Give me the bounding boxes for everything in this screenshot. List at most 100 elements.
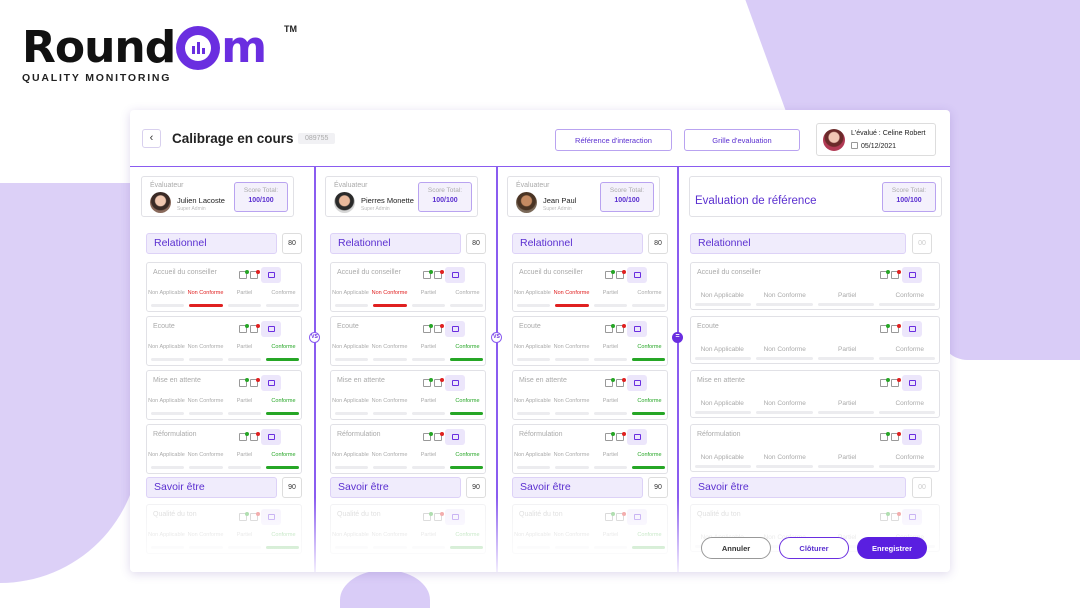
rating-option[interactable]: Conforme (455, 532, 480, 539)
rating-option[interactable]: Partiel (420, 532, 437, 539)
rating-option[interactable]: Partiel (236, 290, 253, 297)
rating-option[interactable]: Conforme (637, 344, 662, 351)
thumbs-up-icon[interactable] (423, 324, 433, 333)
thumbs-up-icon[interactable] (239, 270, 249, 279)
rating-option[interactable]: Conforme (455, 344, 480, 351)
thumbs-down-icon[interactable] (616, 324, 626, 333)
thumbs-up-icon[interactable] (880, 324, 890, 333)
rating-option[interactable]: Partiel (602, 452, 619, 459)
thumbs-up-icon[interactable] (423, 512, 433, 521)
thumbs-up-icon[interactable] (605, 512, 615, 521)
save-button[interactable]: Enregistrer (857, 537, 927, 559)
close-button[interactable]: Clôturer (779, 537, 849, 559)
rating-option[interactable]: Non Conforme (553, 532, 590, 539)
rating-option[interactable]: Conforme (271, 398, 296, 405)
rating-option[interactable]: Non Applicable (148, 532, 185, 539)
thumbs-down-icon[interactable] (250, 378, 260, 387)
rating-option[interactable]: Non Conforme (763, 453, 806, 461)
comment-icon[interactable] (627, 429, 647, 445)
rating-option[interactable]: Conforme (895, 345, 925, 353)
rating-option[interactable]: Non Applicable (148, 290, 185, 297)
thumbs-down-icon[interactable] (891, 378, 901, 387)
rating-option[interactable]: Non Conforme (371, 398, 408, 405)
comment-icon[interactable] (261, 509, 281, 525)
rating-option[interactable]: Non Conforme (371, 532, 408, 539)
rating-option[interactable]: Conforme (895, 291, 925, 299)
rating-option[interactable]: Non Applicable (148, 344, 185, 351)
rating-option[interactable]: Non Conforme (553, 398, 590, 405)
rating-option[interactable]: Non Conforme (187, 290, 224, 297)
rating-option[interactable]: Partiel (236, 398, 253, 405)
evaluation-grid-button[interactable]: Grille d'evaluation (684, 129, 800, 151)
thumbs-down-icon[interactable] (891, 324, 901, 333)
thumbs-up-icon[interactable] (423, 432, 433, 441)
rating-option[interactable]: Non Applicable (700, 345, 744, 353)
reference-interaction-button[interactable]: Référence d'interaction (555, 129, 672, 151)
rating-option[interactable]: Conforme (271, 532, 296, 539)
rating-option[interactable]: Conforme (271, 452, 296, 459)
rating-option[interactable]: Non Applicable (700, 399, 744, 407)
thumbs-up-icon[interactable] (423, 270, 433, 279)
rating-option[interactable]: Non Applicable (514, 452, 551, 459)
thumbs-down-icon[interactable] (250, 270, 260, 279)
rating-option[interactable]: Partiel (236, 532, 253, 539)
thumbs-down-icon[interactable] (891, 512, 901, 521)
thumbs-down-icon[interactable] (434, 270, 444, 279)
comment-icon[interactable] (902, 429, 922, 445)
rating-option[interactable]: Non Conforme (187, 344, 224, 351)
rating-option[interactable]: Non Applicable (332, 398, 369, 405)
rating-option[interactable]: Non Conforme (371, 290, 408, 297)
thumbs-down-icon[interactable] (891, 270, 901, 279)
rating-option[interactable]: Non Conforme (187, 452, 224, 459)
rating-option[interactable]: Non Applicable (332, 452, 369, 459)
comment-icon[interactable] (261, 267, 281, 283)
rating-option[interactable]: Partiel (420, 344, 437, 351)
rating-option[interactable]: Conforme (895, 399, 925, 407)
rating-option[interactable]: Non Applicable (514, 398, 551, 405)
rating-option[interactable]: Partiel (420, 452, 437, 459)
rating-option[interactable]: Conforme (271, 344, 296, 351)
rating-option[interactable]: Partiel (236, 452, 253, 459)
comment-icon[interactable] (627, 375, 647, 391)
rating-option[interactable]: Non Applicable (148, 398, 185, 405)
thumbs-up-icon[interactable] (239, 378, 249, 387)
rating-option[interactable]: Non Conforme (763, 345, 806, 353)
thumbs-down-icon[interactable] (891, 432, 901, 441)
thumbs-down-icon[interactable] (250, 324, 260, 333)
rating-option[interactable]: Conforme (637, 398, 662, 405)
thumbs-up-icon[interactable] (239, 432, 249, 441)
rating-option[interactable]: Non Applicable (332, 532, 369, 539)
rating-option[interactable]: Non Conforme (553, 344, 590, 351)
thumbs-down-icon[interactable] (616, 270, 626, 279)
rating-option[interactable]: Partiel (838, 399, 857, 407)
cancel-button[interactable]: Annuler (701, 537, 771, 559)
rating-option[interactable]: Partiel (602, 398, 619, 405)
rating-option[interactable]: Non Applicable (514, 344, 551, 351)
rating-option[interactable]: Conforme (455, 398, 480, 405)
thumbs-up-icon[interactable] (605, 432, 615, 441)
rating-option[interactable]: Non Applicable (332, 344, 369, 351)
rating-option[interactable]: Conforme (895, 453, 925, 461)
rating-option[interactable]: Non Applicable (700, 453, 744, 461)
rating-option[interactable]: Partiel (838, 345, 857, 353)
rating-option[interactable]: Partiel (602, 344, 619, 351)
thumbs-up-icon[interactable] (605, 324, 615, 333)
thumbs-down-icon[interactable] (434, 324, 444, 333)
rating-option[interactable]: Conforme (455, 452, 480, 459)
rating-option[interactable]: Non Conforme (187, 532, 224, 539)
rating-option[interactable]: Partiel (838, 291, 857, 299)
rating-option[interactable]: Non Applicable (148, 452, 185, 459)
rating-option[interactable]: Partiel (420, 290, 437, 297)
comment-icon[interactable] (445, 429, 465, 445)
rating-option[interactable]: Conforme (637, 452, 662, 459)
rating-option[interactable]: Partiel (236, 344, 253, 351)
comment-icon[interactable] (261, 321, 281, 337)
rating-option[interactable]: Non Applicable (514, 290, 551, 297)
comment-icon[interactable] (445, 509, 465, 525)
rating-option[interactable]: Non Conforme (371, 344, 408, 351)
comment-icon[interactable] (627, 321, 647, 337)
rating-option[interactable]: Conforme (455, 290, 480, 297)
thumbs-up-icon[interactable] (880, 512, 890, 521)
thumbs-down-icon[interactable] (434, 512, 444, 521)
thumbs-down-icon[interactable] (616, 512, 626, 521)
